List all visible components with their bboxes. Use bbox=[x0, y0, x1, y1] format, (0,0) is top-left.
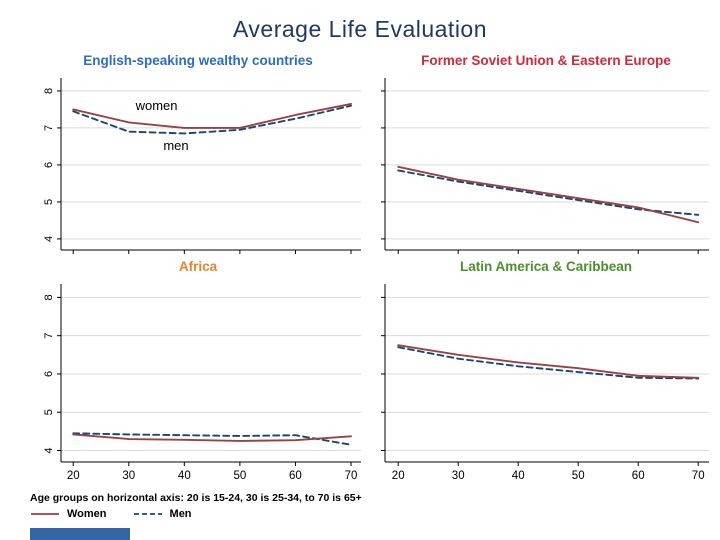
svg-text:30: 30 bbox=[452, 470, 465, 482]
legend-item-women: Women bbox=[30, 508, 107, 520]
svg-text:5: 5 bbox=[43, 199, 55, 205]
axis-note: Age groups on horizontal axis: 20 is 15-… bbox=[30, 492, 362, 504]
svg-text:70: 70 bbox=[692, 470, 705, 482]
svg-text:50: 50 bbox=[233, 470, 246, 482]
svg-text:20: 20 bbox=[67, 470, 80, 482]
chart-legend: Women Men bbox=[30, 508, 218, 520]
panel-africa: Africa 4 5 6 7 8 20 30 40 50 60 70 bbox=[27, 258, 369, 486]
legend-label-men: Men bbox=[169, 508, 192, 520]
panel-former-soviet: Former Soviet Union & Eastern Europe bbox=[375, 52, 717, 258]
panel-english-speaking: English-speaking wealthy countries 4 5 6 7 8… bbox=[27, 52, 369, 258]
svg-text:7: 7 bbox=[43, 333, 55, 339]
panel-title-former-soviet: Former Soviet Union & Eastern Europe bbox=[421, 53, 671, 68]
svg-text:7: 7 bbox=[43, 125, 55, 131]
svg-text:4: 4 bbox=[43, 236, 55, 242]
line-plot-english-speaking: 4 5 6 7 8 women men bbox=[43, 78, 361, 254]
svg-text:30: 30 bbox=[122, 470, 135, 482]
bottom-blue-bar bbox=[30, 528, 130, 540]
svg-text:8: 8 bbox=[43, 294, 55, 300]
legend-label-women: Women bbox=[67, 508, 107, 520]
men-line-swatch-icon bbox=[133, 513, 162, 515]
svg-text:8: 8 bbox=[43, 88, 55, 94]
svg-text:50: 50 bbox=[572, 470, 585, 482]
svg-text:women: women bbox=[135, 98, 178, 113]
line-plot-former-soviet bbox=[381, 78, 709, 254]
svg-text:6: 6 bbox=[43, 371, 55, 377]
svg-text:4: 4 bbox=[43, 447, 55, 453]
svg-text:40: 40 bbox=[178, 470, 191, 482]
panel-title-latin-america: Latin America & Caribbean bbox=[459, 259, 633, 274]
legend-item-men: Men bbox=[133, 508, 192, 520]
panel-title-english-speaking: English-speaking wealthy countries bbox=[83, 53, 313, 68]
page-title: Average Life Evaluation bbox=[232, 16, 488, 42]
svg-text:70: 70 bbox=[345, 470, 358, 482]
svg-text:6: 6 bbox=[43, 162, 55, 168]
line-plot-latin-america: 20 30 40 50 60 70 bbox=[381, 284, 709, 482]
svg-text:20: 20 bbox=[392, 470, 405, 482]
svg-text:men: men bbox=[163, 138, 188, 153]
women-line-swatch-icon bbox=[31, 513, 59, 515]
svg-text:60: 60 bbox=[289, 470, 302, 482]
panel-latin-america: Latin America & Caribbean 20 30 40 50 60 70 bbox=[375, 258, 717, 486]
svg-text:60: 60 bbox=[632, 470, 645, 482]
svg-text:5: 5 bbox=[43, 409, 55, 415]
svg-text:40: 40 bbox=[512, 470, 525, 482]
panel-title-africa: Africa bbox=[178, 259, 218, 274]
line-plot-africa: 4 5 6 7 8 20 30 40 50 60 70 bbox=[43, 284, 361, 482]
